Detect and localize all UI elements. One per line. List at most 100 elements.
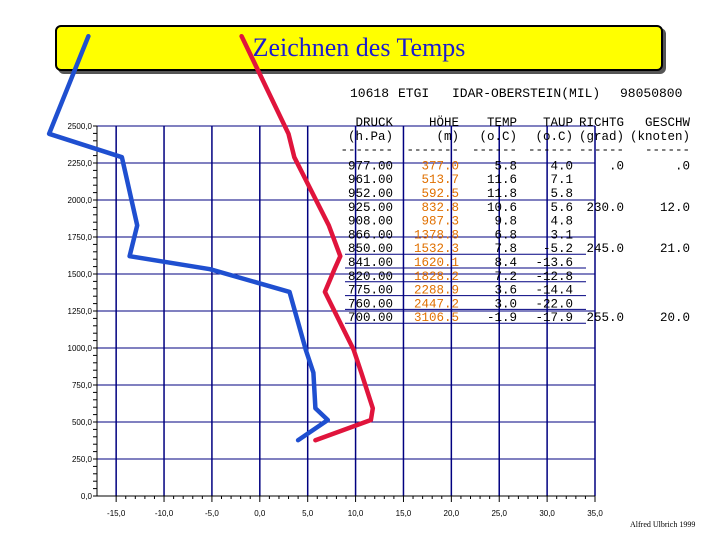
table-cell-richtg: 230.0 — [586, 201, 624, 215]
y-tick-label: 2250,0 — [68, 159, 93, 168]
y-tick-label: 750,0 — [72, 381, 93, 390]
table-cell-taup: -22.0 — [535, 297, 573, 311]
table-cell-druck: 925.00 — [348, 201, 393, 215]
table-separator: ------ — [645, 144, 690, 158]
table-header: HÖHE — [429, 116, 459, 130]
table-cell-druck: 908.00 — [348, 215, 393, 229]
station-datetime: 98050800 — [620, 86, 683, 101]
table-cell-druck: 850.00 — [348, 242, 393, 256]
table-unit: (o.C) — [479, 130, 517, 144]
table-cell-hoehe: 987.3 — [421, 215, 459, 229]
table-cell-richtg: 255.0 — [586, 311, 624, 325]
table-cell-richtg: .0 — [609, 159, 624, 173]
table-header: GESCHW — [645, 116, 691, 130]
x-tick-label: -5,0 — [205, 509, 219, 518]
table-unit: (grad) — [579, 130, 624, 144]
y-tick-label: 250,0 — [72, 455, 93, 464]
table-cell-temp: 7.2 — [494, 270, 517, 284]
station-name: IDAR-OBERSTEIN(MIL) — [452, 86, 601, 101]
table-cell-temp: 5.8 — [494, 159, 517, 173]
table-header: TEMP — [487, 116, 517, 130]
table-cell-taup: 7.1 — [550, 173, 573, 187]
x-tick-label: 20,0 — [444, 509, 460, 518]
table-cell-druck: 952.00 — [348, 187, 393, 201]
table-header: RICHTG — [579, 116, 624, 130]
table-separator: ------ — [579, 144, 624, 158]
table-cell-druck: 700.00 — [348, 311, 393, 325]
x-tick-label: 10,0 — [348, 509, 364, 518]
table-cell-druck: 977.00 — [348, 159, 393, 173]
table-cell-taup: 3.1 — [550, 228, 573, 242]
table-cell-geschw: .0 — [675, 159, 690, 173]
y-tick-label: 2500,0 — [68, 122, 93, 131]
table-cell-taup: -17.9 — [535, 311, 573, 325]
table-separator: ------ — [472, 144, 517, 158]
table-header: TAUP — [543, 116, 573, 130]
x-tick-label: -15,0 — [107, 509, 126, 518]
table-unit: (o.C) — [535, 130, 573, 144]
chart-axes: -15,0 -10,0 -5,0 0,0 5,0 10,0 15,0 20,0 25,0 30,0… — [68, 122, 604, 518]
y-tick-label: 1500,0 — [68, 270, 93, 279]
table-cell-hoehe: 1828.2 — [414, 270, 459, 284]
credit-text: Alfred Ulbrich 1999 — [630, 520, 696, 529]
table-cell-taup: 4.8 — [550, 215, 573, 229]
x-tick-label: 5,0 — [302, 509, 314, 518]
table-separator: ------- — [406, 144, 459, 158]
table-cell-temp: 8.4 — [494, 256, 517, 270]
table-cell-druck: 961.00 — [348, 173, 393, 187]
x-tick-label: -10,0 — [155, 509, 174, 518]
table-cell-geschw: 20.0 — [660, 311, 690, 325]
table-cell-taup: 5.6 — [550, 201, 573, 215]
table-unit: (m) — [436, 130, 459, 144]
series-line-dewpoint — [46, 33, 331, 443]
table-cell-druck: 841.00 — [348, 256, 393, 270]
page-title: Zeichnen des Temps — [55, 25, 663, 71]
table-cell-temp: 7.8 — [494, 242, 517, 256]
table-cell-hoehe: 1378.8 — [414, 228, 459, 242]
table-cell-hoehe: 1620.1 — [414, 256, 459, 270]
table-cell-druck: 820.00 — [348, 270, 393, 284]
table-cell-druck: 866.00 — [348, 228, 393, 242]
table-cell-temp: 3.6 — [494, 284, 517, 298]
chart-grid — [97, 125, 596, 496]
table-cell-hoehe: 513.7 — [421, 173, 459, 187]
table-cell-hoehe: 2288.9 — [414, 284, 459, 298]
table-cell-hoehe: 2447.2 — [414, 297, 459, 311]
table-cell-temp: 3.0 — [494, 297, 517, 311]
table-cell-geschw: 21.0 — [660, 242, 690, 256]
table-cell-hoehe: 592.5 — [421, 187, 459, 201]
table-cell-druck: 775.00 — [348, 284, 393, 298]
table-header: DRUCK — [355, 116, 393, 130]
table-cell-taup: 4.0 — [550, 159, 573, 173]
station-id: 10618 — [350, 86, 390, 101]
y-tick-label: 2000,0 — [68, 196, 93, 205]
table-unit: (knoten) — [630, 130, 690, 144]
sounding-table: DRUCK HÖHE TEMP TAUP RICHTG GESCHW (h.Pa) (m) (o… — [340, 116, 690, 325]
x-tick-label: 35,0 — [587, 509, 603, 518]
series-line-temp — [239, 33, 376, 443]
table-cell-taup: -13.6 — [535, 256, 573, 270]
table-unit: (h.Pa) — [348, 130, 393, 144]
table-cell-hoehe: 3106.5 — [414, 311, 459, 325]
y-tick-label: 0,0 — [81, 492, 93, 501]
table-cell-temp: 9.8 — [494, 215, 517, 229]
table-cell-temp: 11.6 — [487, 173, 517, 187]
table-cell-temp: 10.6 — [487, 201, 517, 215]
y-tick-label: 500,0 — [72, 418, 93, 427]
table-cell-taup: -5.2 — [543, 242, 573, 256]
table-cell-temp: 6.8 — [494, 228, 517, 242]
table-cell-richtg: 245.0 — [586, 242, 624, 256]
table-cell-geschw: 12.0 — [660, 201, 690, 215]
table-separator: ------ — [528, 144, 573, 158]
table-cell-hoehe: 832.8 — [421, 201, 459, 215]
x-tick-label: 25,0 — [491, 509, 507, 518]
table-cell-hoehe: 1532.3 — [414, 242, 459, 256]
table-cell-taup: -14.4 — [535, 284, 573, 298]
x-tick-label: 30,0 — [539, 509, 555, 518]
y-tick-label: 1000,0 — [68, 344, 93, 353]
chart-series — [46, 33, 376, 443]
table-cell-temp: 11.8 — [487, 187, 517, 201]
station-code: ETGI — [398, 86, 430, 101]
